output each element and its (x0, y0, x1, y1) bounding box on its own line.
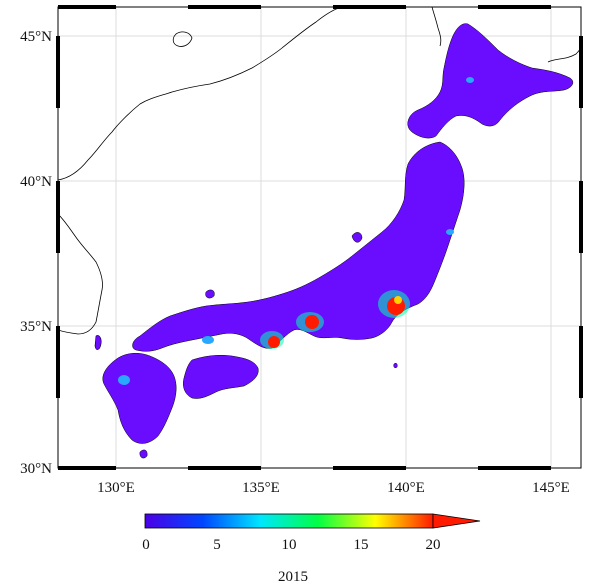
colorbar-tick-10: 10 (282, 537, 297, 553)
lon-tick-145: 145°E (532, 480, 570, 496)
lat-tick-35: 35°N (20, 319, 52, 335)
shikoku (183, 354, 259, 399)
colorbar-extend-arrow (432, 513, 481, 529)
sakhalin-coastline (431, 7, 442, 47)
osaka-hotspot (268, 336, 280, 348)
sapporo-hotspot (466, 77, 474, 83)
tsushima-outline (94, 335, 102, 350)
intensity-overlay (118, 77, 474, 385)
year-caption: 2015 (278, 569, 308, 585)
izu-island (393, 362, 398, 369)
kuril-outline (547, 47, 581, 63)
asia-coastline (58, 7, 343, 181)
lon-tick-130: 130°E (97, 480, 135, 496)
colorbar-tick-15: 15 (354, 537, 369, 553)
lon-tick-135: 135°E (242, 480, 280, 496)
lat-tick-45: 45°N (20, 29, 52, 45)
hokkaido (407, 23, 574, 139)
yakushima-island (139, 449, 148, 459)
hiroshima-hotspot (202, 336, 214, 344)
colorbar-tick-0: 0 (142, 537, 150, 553)
lat-tick-30: 30°N (20, 461, 52, 477)
tokyo-inner (394, 296, 402, 304)
lon-tick-140: 140°E (387, 480, 425, 496)
fukuoka-hotspot (118, 375, 130, 385)
colorbar-tick-20: 20 (426, 537, 441, 553)
frame-tick-bars (56, 5, 583, 470)
oki-island (205, 289, 215, 299)
colorbar-gradient (144, 513, 434, 529)
small-island-outline (172, 31, 193, 47)
sendai-hotspot (446, 229, 454, 235)
nagoya-hotspot (305, 315, 319, 329)
sado-island (351, 232, 363, 243)
korea-coastline (58, 213, 103, 335)
lat-tick-40: 40°N (20, 174, 52, 190)
colorbar (144, 513, 481, 529)
colorbar-tick-5: 5 (213, 537, 221, 553)
